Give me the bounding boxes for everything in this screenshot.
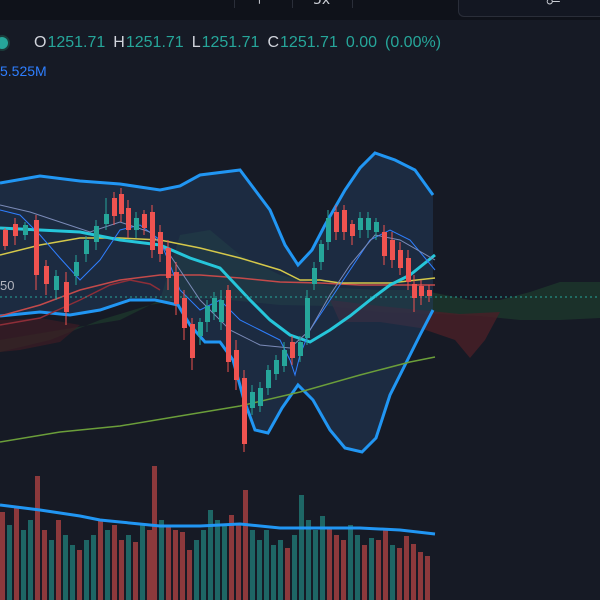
indicator-icon: ⫟ xyxy=(255,0,264,8)
low-label: L xyxy=(191,34,201,51)
ma-cyan-line xyxy=(0,226,436,344)
ma-blue-short-line xyxy=(0,209,436,377)
change-value: 0.00 xyxy=(345,34,377,51)
change-percent: (0.00%) xyxy=(385,34,442,51)
bollinger-lower-line xyxy=(0,298,435,454)
volume-ma-line xyxy=(0,503,436,536)
ma-red-short-line xyxy=(0,279,161,326)
volume-value: 5.525M xyxy=(0,63,47,79)
low-value: 1251.71 xyxy=(201,34,260,51)
ma-red-line xyxy=(0,274,435,317)
candlestick-series xyxy=(3,188,432,452)
high-label: H xyxy=(113,34,125,51)
bollinger-upper-line xyxy=(0,151,435,268)
open-value: 1251.71 xyxy=(47,34,106,51)
toolbar-multiplier-button[interactable]: 5x xyxy=(292,0,353,8)
toolbar-divider xyxy=(352,0,354,8)
status-dot-icon xyxy=(0,37,8,49)
high-value: 1251.71 xyxy=(125,34,184,51)
open-label: O xyxy=(34,34,47,51)
ohlc-legend: O 1251.71 H 1251.71 L 1251.71 C 1251.71 … xyxy=(0,33,449,53)
drawing-tool-icon[interactable]: ⟜ xyxy=(546,0,561,11)
top-toolbar: ⫟ 5x ⟜ xyxy=(0,0,600,20)
volume-bars xyxy=(0,466,430,600)
close-value: 1251.71 xyxy=(280,34,338,51)
ichimoku-cloud-red-left xyxy=(0,318,80,352)
ma-yellow-line xyxy=(0,237,436,284)
ma-green-line xyxy=(0,356,436,443)
price-scale-label: 50 xyxy=(0,278,15,293)
toolbar-indicator-button[interactable]: ⫟ xyxy=(234,0,293,8)
multiplier-label: 5x xyxy=(313,0,331,8)
toolbar-right-panel xyxy=(458,0,600,17)
close-label: C xyxy=(267,34,280,51)
